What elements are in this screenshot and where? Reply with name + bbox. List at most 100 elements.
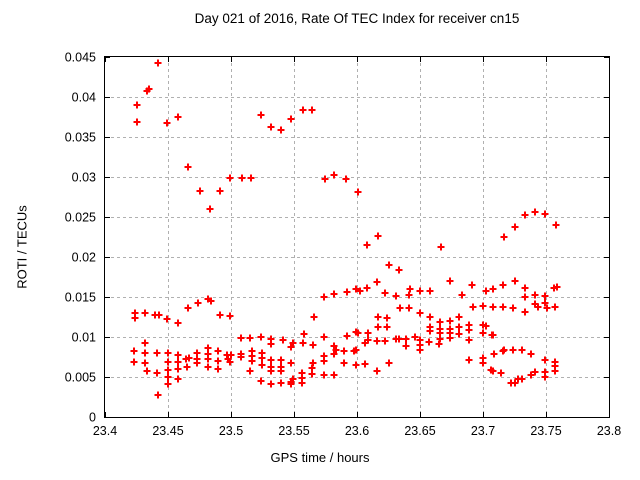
data-point-marker bbox=[309, 359, 317, 367]
y-tick-label: 0.005 bbox=[65, 371, 96, 385]
data-point-marker bbox=[509, 346, 517, 354]
data-point-marker bbox=[183, 363, 191, 371]
data-point-marker bbox=[482, 322, 490, 330]
data-point-marker bbox=[130, 358, 138, 366]
chart-title: Day 021 of 2016, Rate Of TEC Index for r… bbox=[194, 11, 520, 26]
data-point-marker bbox=[482, 287, 490, 295]
data-point-marker bbox=[257, 333, 265, 341]
data-point-marker bbox=[227, 351, 235, 359]
data-point-marker bbox=[518, 346, 526, 354]
data-point-marker bbox=[497, 369, 505, 377]
data-point-marker bbox=[436, 335, 444, 343]
data-point-marker bbox=[479, 329, 487, 337]
data-point-marker bbox=[332, 346, 340, 354]
data-point-marker bbox=[267, 340, 275, 348]
data-point-marker bbox=[531, 208, 539, 216]
data-point-marker bbox=[385, 261, 393, 269]
data-point-marker bbox=[352, 361, 360, 369]
data-point-marker bbox=[143, 367, 151, 375]
data-point-marker bbox=[214, 347, 222, 355]
data-point-marker bbox=[521, 284, 529, 292]
data-point-marker bbox=[279, 336, 287, 344]
data-point-marker bbox=[373, 337, 381, 345]
data-point-marker bbox=[267, 367, 275, 375]
data-point-marker bbox=[246, 367, 254, 375]
data-point-marker bbox=[309, 341, 317, 349]
data-point-marker bbox=[541, 356, 549, 364]
data-point-marker bbox=[511, 223, 519, 231]
y-tick-label: 0.01 bbox=[72, 331, 96, 345]
data-point-marker bbox=[527, 350, 535, 358]
data-point-marker bbox=[383, 314, 391, 322]
data-point-marker bbox=[320, 293, 328, 301]
data-point-marker bbox=[267, 380, 275, 388]
data-point-marker bbox=[436, 318, 444, 326]
data-point-marker bbox=[330, 290, 338, 298]
data-point-marker bbox=[164, 380, 172, 388]
data-point-marker bbox=[207, 297, 215, 305]
data-point-marker bbox=[299, 106, 307, 114]
data-point-marker bbox=[141, 359, 149, 367]
data-point-marker bbox=[154, 391, 162, 399]
data-point-marker bbox=[531, 291, 539, 299]
data-point-marker bbox=[455, 313, 463, 321]
data-point-marker bbox=[310, 313, 318, 321]
data-point-marker bbox=[246, 334, 254, 342]
x-axis-label: GPS time / hours bbox=[270, 450, 370, 465]
data-point-marker bbox=[320, 371, 328, 379]
data-point-marker bbox=[174, 351, 182, 359]
data-point-marker bbox=[396, 304, 404, 312]
data-point-marker bbox=[342, 175, 350, 183]
data-point-marker bbox=[541, 373, 549, 381]
data-point-marker bbox=[426, 327, 434, 335]
data-point-marker bbox=[499, 281, 507, 289]
data-point-marker bbox=[133, 118, 141, 126]
data-point-marker bbox=[426, 287, 434, 295]
data-point-marker bbox=[194, 299, 202, 307]
data-point-marker bbox=[405, 304, 413, 312]
data-point-marker bbox=[406, 285, 414, 293]
data-point-marker bbox=[287, 343, 295, 351]
data-point-marker bbox=[402, 342, 410, 350]
data-point-marker bbox=[340, 359, 348, 367]
y-tick-label: 0.035 bbox=[65, 131, 96, 145]
data-point-marker bbox=[395, 335, 403, 343]
data-point-marker bbox=[426, 313, 434, 321]
data-point-marker bbox=[490, 350, 498, 358]
x-tick-label: 23.45 bbox=[152, 424, 183, 438]
data-point-marker bbox=[395, 266, 403, 274]
y-tick-label: 0 bbox=[89, 411, 96, 425]
data-point-marker bbox=[352, 346, 360, 354]
data-point-marker bbox=[308, 106, 316, 114]
data-point-marker bbox=[425, 338, 433, 346]
y-tick-label: 0.045 bbox=[65, 51, 96, 65]
x-tick-label: 23.55 bbox=[278, 424, 309, 438]
data-point-marker bbox=[267, 123, 275, 131]
data-point-marker bbox=[204, 355, 212, 363]
data-point-marker bbox=[257, 377, 265, 385]
data-point-marker bbox=[145, 85, 153, 93]
data-point-marker bbox=[374, 323, 382, 331]
data-point-marker bbox=[248, 357, 256, 365]
data-point-marker bbox=[277, 356, 285, 364]
data-point-marker bbox=[216, 311, 224, 319]
data-point-marker bbox=[184, 163, 192, 171]
data-point-marker bbox=[226, 312, 234, 320]
data-point-marker bbox=[174, 319, 182, 327]
data-point-marker bbox=[298, 369, 306, 377]
x-tick-label: 23.7 bbox=[471, 424, 495, 438]
data-point-marker bbox=[141, 309, 149, 317]
data-point-marker bbox=[363, 241, 371, 249]
data-point-marker bbox=[340, 347, 348, 355]
y-tick-label: 0.03 bbox=[72, 171, 96, 185]
data-point-marker bbox=[511, 379, 519, 387]
data-point-marker bbox=[214, 365, 222, 373]
data-point-marker bbox=[164, 349, 172, 357]
data-point-marker bbox=[446, 334, 454, 342]
data-point-marker bbox=[499, 303, 507, 311]
data-point-marker bbox=[509, 304, 517, 312]
x-tick-label: 23.4 bbox=[93, 424, 117, 438]
data-point-marker bbox=[553, 283, 561, 291]
data-point-marker bbox=[436, 329, 444, 337]
